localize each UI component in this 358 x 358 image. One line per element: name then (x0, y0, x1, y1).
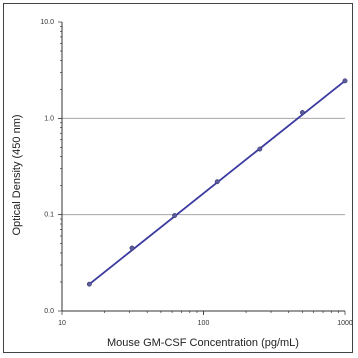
chart-frame (3, 3, 353, 353)
data-point (129, 245, 135, 251)
data-point (342, 78, 348, 84)
y-tick-label: 0.0 (44, 308, 54, 315)
axes (58, 21, 346, 315)
x-tick-label: 10 (58, 320, 66, 327)
data-point (86, 281, 92, 287)
y-tick-label: 1.0 (44, 115, 54, 122)
x-tick-label: 100 (198, 320, 210, 327)
data-point (257, 146, 263, 152)
x-tick-label: 1000 (337, 320, 353, 327)
data-series (86, 78, 348, 287)
x-tick-labels: 10 100 1000 (58, 320, 353, 327)
y-tick-label: 10.0 (40, 19, 54, 26)
x-axis-label: Mouse GM-CSF Concentration (pg/mL) (107, 337, 299, 349)
data-point (172, 213, 178, 218)
y-tick-labels: 10.0 1.0 0.1 0.0 (40, 19, 54, 315)
data-point (214, 179, 220, 185)
y-axis-label: Optical Density (450 nm) (11, 114, 23, 235)
data-point (299, 110, 305, 115)
grid-lines (62, 117, 345, 216)
y-tick-label: 0.1 (44, 212, 54, 219)
